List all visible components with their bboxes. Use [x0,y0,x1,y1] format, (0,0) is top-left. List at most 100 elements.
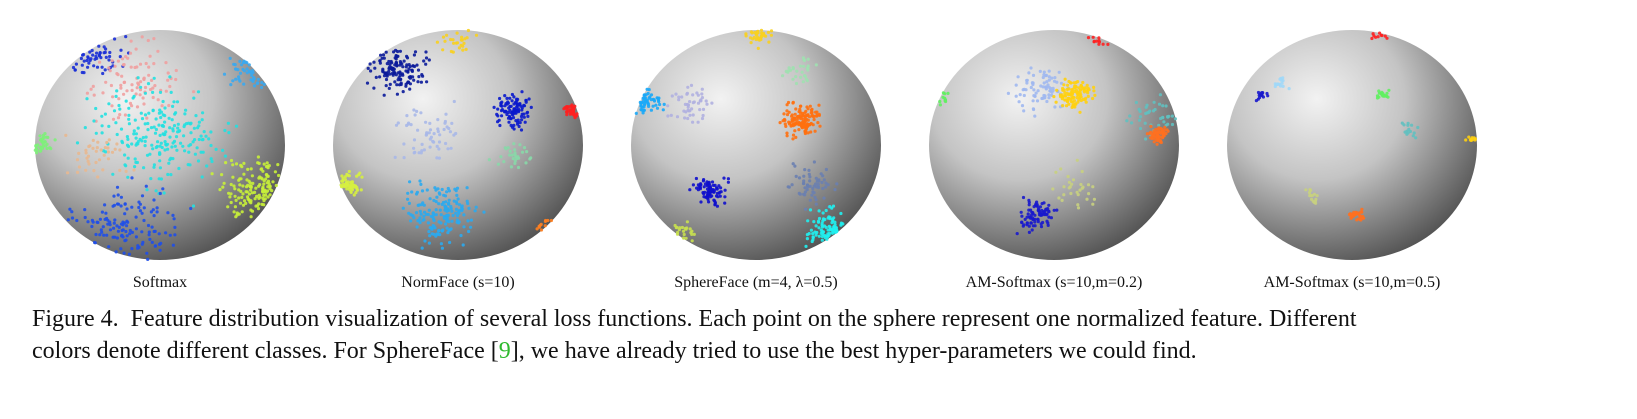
feature-dot [408,87,412,91]
feature-dot [839,223,843,227]
feature-dot [457,210,461,214]
feature-dot [1044,87,1048,91]
feature-dot [1040,96,1044,101]
feature-dot [1042,70,1046,74]
feature-dot [1045,80,1049,84]
feature-dot [242,199,247,203]
feature-dot [440,246,444,250]
feature-dot [410,190,414,194]
feature-dot [149,210,153,214]
feature-dot [454,207,458,211]
feature-dot [1145,103,1149,107]
feature-dot [109,83,113,88]
feature-dot [153,84,157,88]
feature-dot [790,123,794,127]
feature-dot [242,172,246,176]
feature-dot [496,162,500,166]
feature-dot [438,192,442,196]
feature-dot [1078,93,1082,97]
feature-dot [1311,199,1315,203]
feature-dot [791,133,796,137]
feature-dot [1031,99,1035,103]
feature-dot [422,148,426,152]
feature-dot [1092,89,1096,93]
feature-dot [192,96,196,100]
feature-dot [1033,220,1037,224]
feature-dot [419,182,423,186]
feature-dot [1036,208,1040,212]
feature-dot [691,101,695,105]
feature-dot [197,137,201,142]
feature-dot [438,133,442,137]
feature-dot [801,113,805,117]
feature-dot [686,85,690,89]
feature-dot [96,140,100,144]
feature-dot [1152,140,1156,144]
feature-dot [249,208,253,212]
feature-dot [176,122,180,126]
feature-dot [513,161,517,165]
feature-dot [1281,84,1285,88]
feature-dot [405,63,409,67]
feature-dot [238,79,242,83]
feature-dot [1273,84,1277,89]
feature-dot [153,244,157,248]
feature-dot [365,81,370,85]
feature-dot [516,122,520,126]
feature-dot [522,103,526,107]
feature-dot [1045,219,1049,223]
feature-dot [372,60,376,64]
feature-dot [390,61,394,65]
feature-dot [1021,195,1026,200]
feature-dot [826,183,830,187]
feature-dot [144,184,148,188]
feature-dot [176,126,180,130]
feature-dot [466,219,470,223]
feature-dot [133,118,137,122]
feature-dot [810,107,814,111]
feature-dot [529,105,533,109]
feature-dot [1053,76,1057,80]
feature-dot [120,74,124,78]
feature-dot [117,103,121,108]
feature-dot [158,133,162,137]
feature-dot [817,103,821,107]
feature-dot [684,236,688,240]
feature-dot [193,152,197,156]
feature-dot [154,189,158,193]
feature-dot [136,246,140,250]
feature-dot [174,77,178,82]
feature-dot [114,94,118,98]
feature-dot [1066,174,1070,179]
citation[interactable]: 9 [498,338,511,364]
caption-text: colors denote different classes. For Sph… [32,338,499,364]
feature-dot [1036,89,1040,93]
feature-dot [1125,119,1129,123]
feature-dot [147,230,151,234]
feature-dot [132,132,136,136]
figure: Softmax NormFace (s=10) SphereFace (m=4, λ… [33,28,1477,291]
feature-dot [1406,121,1410,125]
feature-dot [194,114,198,118]
feature-dot [428,137,432,141]
feature-dot [192,126,196,130]
feature-dot [398,70,402,74]
feature-dot [113,218,117,222]
feature-dot [701,113,705,118]
feature-dot [505,96,509,100]
feature-dot [674,92,678,96]
feature-dot [1047,210,1051,214]
feature-dot [696,183,701,187]
feature-dot [516,165,521,170]
feature-dot [441,48,445,52]
feature-dot [101,225,105,229]
feature-dot [1054,100,1058,104]
feature-dot [691,93,695,97]
feature-dot [229,182,233,187]
feature-dot [802,174,806,178]
feature-dot [128,228,132,233]
feature-dot [1128,114,1132,118]
feature-dot [1033,217,1037,221]
feature-dot [168,126,172,130]
feature-dot [38,149,42,153]
